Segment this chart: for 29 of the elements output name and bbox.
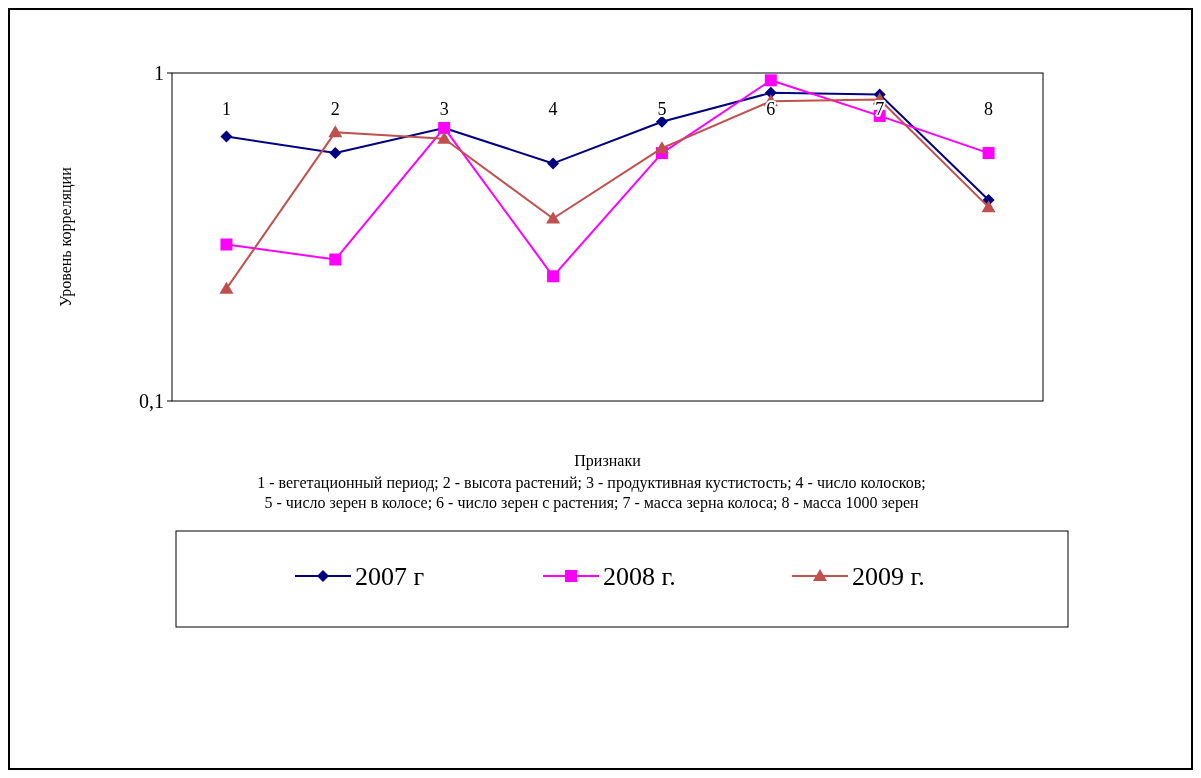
x-tick-label: 3 [439, 99, 449, 119]
point [547, 270, 560, 283]
point [655, 115, 668, 128]
legend-label: 2007 г [355, 562, 425, 592]
x-tick-label: 8 [984, 99, 994, 119]
x-tick-label: 1 [221, 99, 231, 119]
legend-label: 2009 г. [852, 562, 925, 592]
point [329, 253, 342, 266]
point [219, 281, 234, 294]
x-tick-label: 4 [548, 99, 558, 119]
point [982, 147, 995, 160]
x-tick-label: 2 [330, 99, 340, 119]
y-tick-label: 0,1 [139, 390, 164, 412]
point [981, 200, 996, 213]
text: 1 - вегетационный период; 2 - высота растений; 3 - продуктивная кустистость; 4 - число колосков; [257, 474, 926, 492]
x-tick-label: 5 [657, 99, 667, 119]
point [220, 238, 233, 251]
point [654, 141, 669, 154]
y-axis-title: Уровень корреляции [57, 166, 75, 307]
point [546, 211, 561, 224]
point [220, 130, 233, 143]
legend-label: 2008 г. [603, 562, 676, 592]
text: 5 - число зерен в колосе; 6 - число зерен с растения; 7 - масса зерна колоса; 8 - масса 1000 зерен [264, 494, 919, 512]
point [328, 125, 343, 138]
x-axis-title: Признаки [574, 452, 642, 470]
point [437, 131, 452, 144]
point [764, 74, 777, 87]
point [329, 147, 342, 160]
point [547, 157, 560, 170]
